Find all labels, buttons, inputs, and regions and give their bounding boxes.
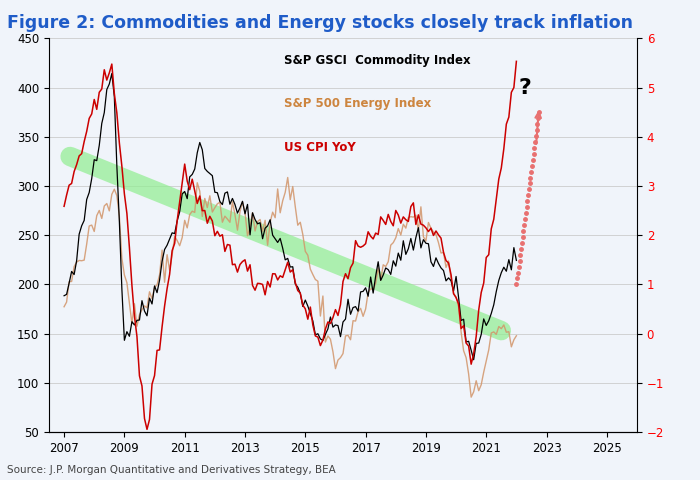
Text: Source: J.P. Morgan Quantitative and Derivatives Strategy, BEA: Source: J.P. Morgan Quantitative and Der… [7, 465, 336, 475]
Text: US CPI YoY: US CPI YoY [284, 141, 356, 154]
Text: Figure 2: Commodities and Energy stocks closely track inflation: Figure 2: Commodities and Energy stocks … [7, 14, 633, 33]
Text: ?: ? [519, 78, 532, 97]
Text: S&P GSCI  Commodity Index: S&P GSCI Commodity Index [284, 54, 471, 67]
Text: S&P 500 Energy Index: S&P 500 Energy Index [284, 97, 431, 110]
